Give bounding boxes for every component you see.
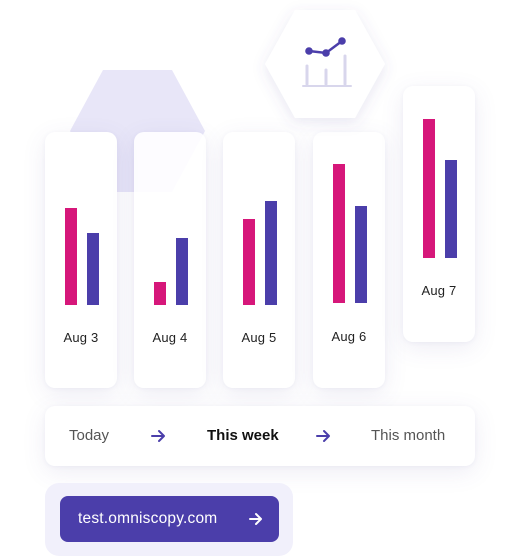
day-card-aug-5: Aug 5 [223,132,295,388]
bar-plot [45,152,117,305]
url-container: test.omniscopy.com [45,483,293,556]
timeline-today[interactable]: Today [69,427,110,444]
day-card-aug-3: Aug 3 [45,132,117,388]
date-label-aug-4: Aug 4 [152,330,188,345]
bar-aug-6-a [333,164,345,303]
bar-aug-4-a [154,282,166,305]
timeline-this-month[interactable]: This month [371,427,446,444]
url-button[interactable]: test.omniscopy.com [60,496,279,542]
timeline-selector: Today This week This month [45,406,475,466]
date-label-aug-7: Aug 7 [421,283,457,298]
bar-aug-3-b [87,233,99,305]
bar-aug-5-a [243,219,255,305]
bar-aug-7-a [423,119,435,258]
bar-aug-7-b [445,160,457,258]
bar-plot [134,152,206,305]
bar-plot [223,152,295,305]
bar-plot [403,106,475,258]
arrow-right-icon [249,513,262,525]
date-label-aug-5: Aug 5 [241,330,277,345]
day-card-aug-7: Aug 7 [403,86,475,342]
day-card-aug-6: Aug 6 [313,132,385,388]
bar-aug-6-b [355,206,367,303]
chart-hexagon-icon [265,10,385,118]
bar-plot [313,152,385,303]
bar-aug-3-a [65,208,77,305]
date-label-aug-6: Aug 6 [331,329,367,344]
bar-aug-5-b [265,201,277,305]
arrow-right-icon [151,430,165,442]
timeline-this-week[interactable]: This week [207,427,279,444]
day-card-aug-4: Aug 4 [134,132,206,388]
bar-aug-4-b [176,238,188,305]
arrow-right-icon [316,430,330,442]
date-label-aug-3: Aug 3 [63,330,99,345]
url-label: test.omniscopy.com [78,510,218,527]
